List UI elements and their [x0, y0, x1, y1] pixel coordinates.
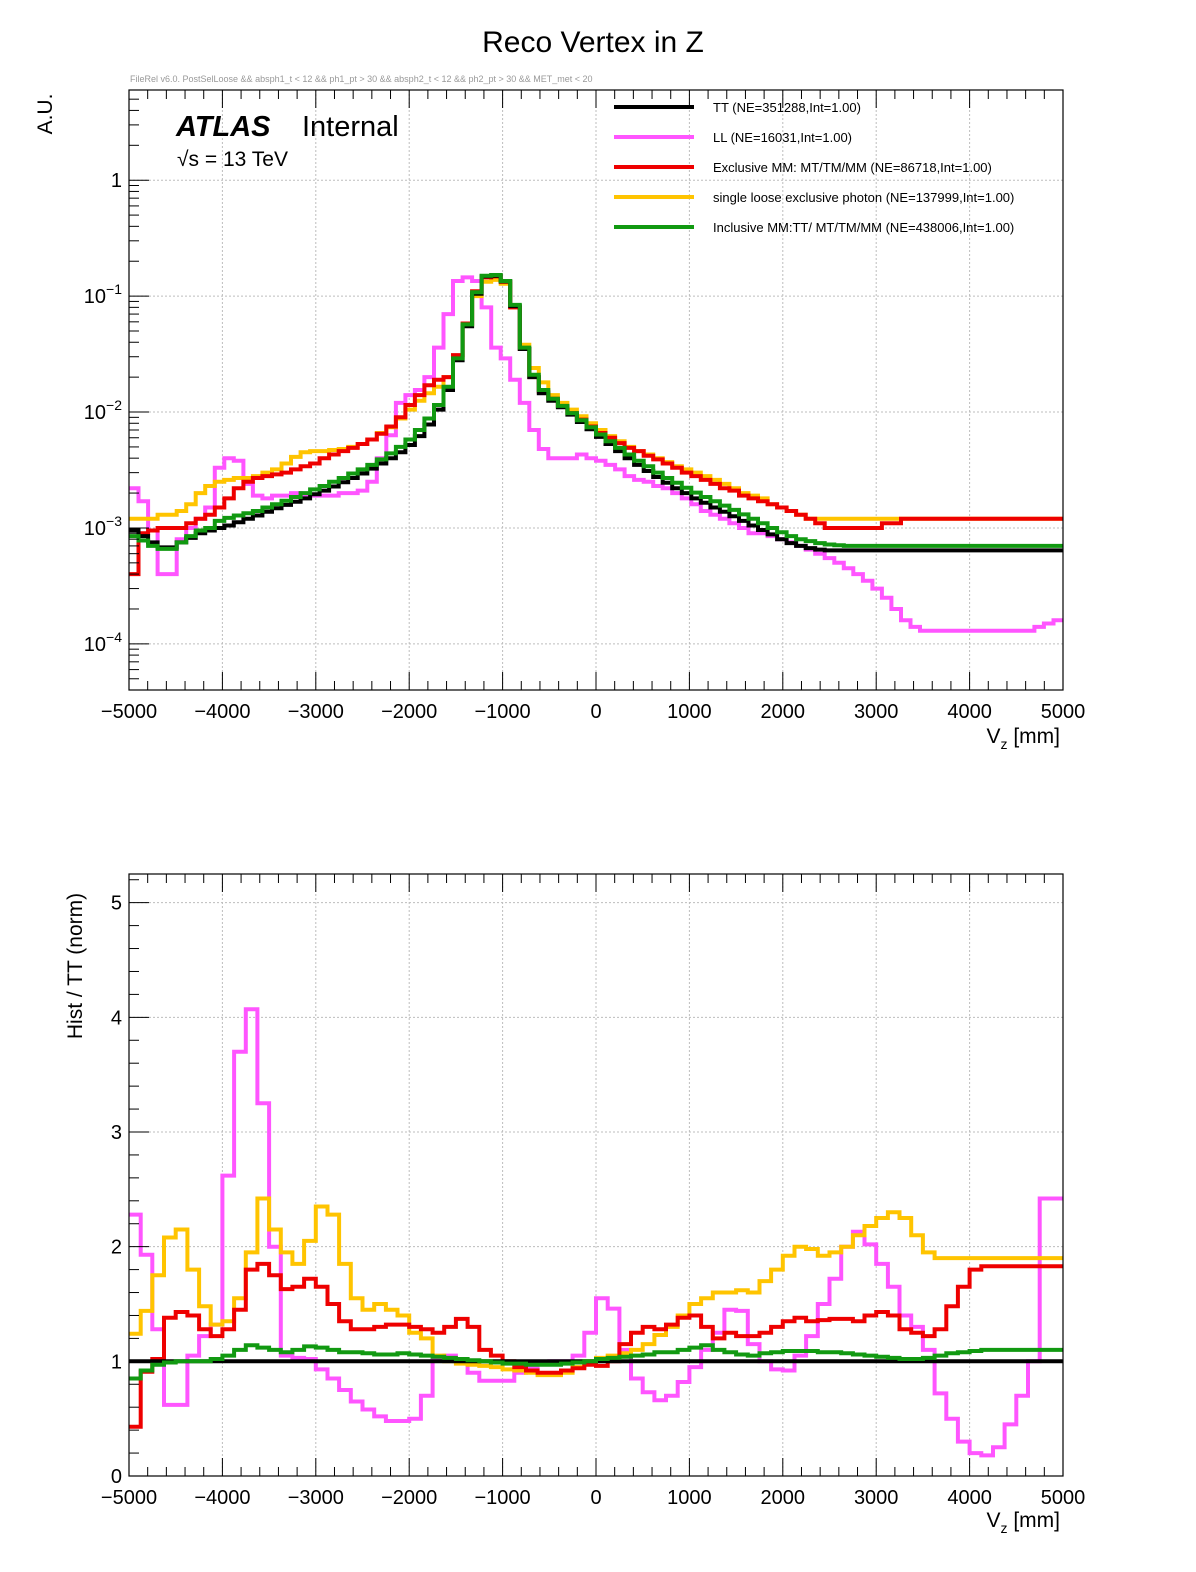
- legend-label-tt: TT (NE=351288,Int=1.00): [713, 100, 861, 115]
- x-tick-label: 3000: [854, 701, 899, 723]
- y-tick-label: 10−4: [84, 629, 122, 656]
- series-mm-ratio: [129, 1261, 1063, 1429]
- x-tick-label: 4000: [947, 701, 992, 723]
- y-tick-label: 10−3: [84, 513, 122, 540]
- x-tick-label: −5000: [101, 1487, 157, 1509]
- y-tick-label: 10−2: [84, 397, 122, 424]
- top-plot-panel: −5000 −4000 −3000 −2000 −1000 0 1000 2000 3000 40…: [34, 89, 1086, 752]
- ratio-x-axis-label: Vz [mm]: [986, 1509, 1060, 1536]
- legend-label-mm: Exclusive MM: MT/TM/MM (NE=86718,Int=1.0…: [713, 160, 992, 175]
- selection-subtitle: FileRel v6.0. PostSelLoose && absph1_t <…: [130, 74, 593, 84]
- x-tick-label: 4000: [947, 1487, 992, 1509]
- ratio-series-group: [129, 1007, 1063, 1458]
- y-tick-label: 5: [111, 893, 122, 915]
- ratio-plot-panel: −5000 −4000 −3000 −2000 −1000 0 1000 2000 3000 40…: [64, 873, 1085, 1536]
- y-tick-label: 0: [111, 1466, 122, 1488]
- top-grid: [129, 90, 1063, 690]
- top-x-axis-label: Vz [mm]: [986, 725, 1060, 752]
- series-tt-hist: [129, 273, 1063, 553]
- series-single-ratio: [129, 1196, 1063, 1378]
- y-tick-label: 10−1: [84, 281, 122, 308]
- x-tick-label: 0: [590, 701, 601, 723]
- y-tick-label: 4: [111, 1007, 122, 1029]
- atlas-status: Internal: [302, 111, 399, 143]
- legend: TT (NE=351288,Int=1.00) LL (NE=16031,Int=…: [614, 100, 1014, 235]
- x-tick-label: −3000: [288, 1487, 344, 1509]
- legend-label-ll: LL (NE=16031,Int=1.00): [713, 130, 852, 145]
- series-ll-ratio: [129, 1007, 1063, 1458]
- x-tick-label: 3000: [854, 1487, 899, 1509]
- y-tick-label: 1: [111, 1351, 122, 1373]
- y-tick-label: 3: [111, 1122, 122, 1144]
- x-tick-label: 2000: [761, 701, 806, 723]
- y-tick-label: 2: [111, 1237, 122, 1259]
- x-tick-label: −4000: [194, 701, 250, 723]
- top-axis-ticks: −5000 −4000 −3000 −2000 −1000 0 1000 2000 3000 40…: [84, 89, 1086, 723]
- atlas-label: ATLAS: [175, 111, 271, 143]
- x-tick-label: 2000: [761, 1487, 806, 1509]
- y-tick-label: 1: [111, 170, 122, 192]
- x-tick-label: 1000: [667, 1487, 712, 1509]
- x-tick-label: 1000: [667, 701, 712, 723]
- x-tick-label: −2000: [381, 701, 437, 723]
- x-tick-label: 0: [590, 1487, 601, 1509]
- x-tick-label: 5000: [1041, 701, 1086, 723]
- x-tick-label: 5000: [1041, 1487, 1086, 1509]
- x-tick-label: −2000: [381, 1487, 437, 1509]
- x-tick-label: −5000: [101, 701, 157, 723]
- legend-label-single: single loose exclusive photon (NE=137999…: [713, 190, 1014, 205]
- top-y-axis-label: A.U.: [34, 94, 57, 135]
- x-tick-label: −3000: [288, 701, 344, 723]
- top-series-group: [129, 273, 1063, 633]
- ratio-y-axis-label: Hist / TT (norm): [64, 893, 87, 1039]
- series-inclusive-hist: [129, 273, 1063, 551]
- series-inclusive-ratio: [129, 1343, 1063, 1381]
- x-tick-label: −4000: [194, 1487, 250, 1509]
- x-tick-label: −1000: [475, 701, 531, 723]
- series-ll-hist: [129, 275, 1063, 633]
- x-tick-label: −1000: [475, 1487, 531, 1509]
- legend-label-inclusive: Inclusive MM:TT/ MT/TM/MM (NE=438006,Int…: [713, 220, 1014, 235]
- ratio-axis-ticks: −5000 −4000 −3000 −2000 −1000 0 1000 2000 3000 40…: [101, 874, 1085, 1509]
- chart-title: Reco Vertex in Z: [482, 26, 704, 59]
- energy-label: √s = 13 TeV: [177, 148, 288, 171]
